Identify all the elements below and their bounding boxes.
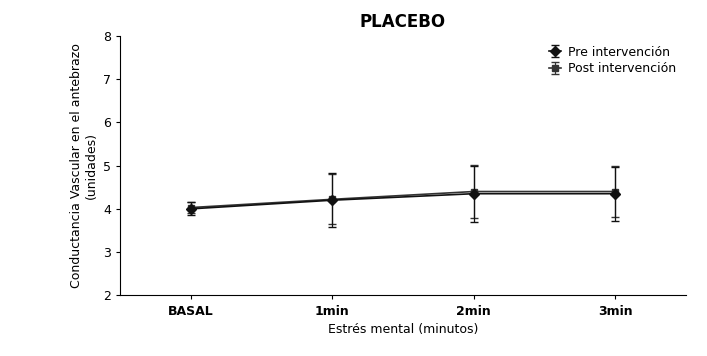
X-axis label: Estrés mental (minutos): Estrés mental (minutos) bbox=[328, 323, 478, 336]
Y-axis label: Conductancia Vascular en el antebrazo
(unidades): Conductancia Vascular en el antebrazo (u… bbox=[69, 43, 98, 288]
Title: PLACEBO: PLACEBO bbox=[360, 13, 446, 31]
Legend: Pre intervención, Post intervención: Pre intervención, Post intervención bbox=[545, 42, 679, 79]
